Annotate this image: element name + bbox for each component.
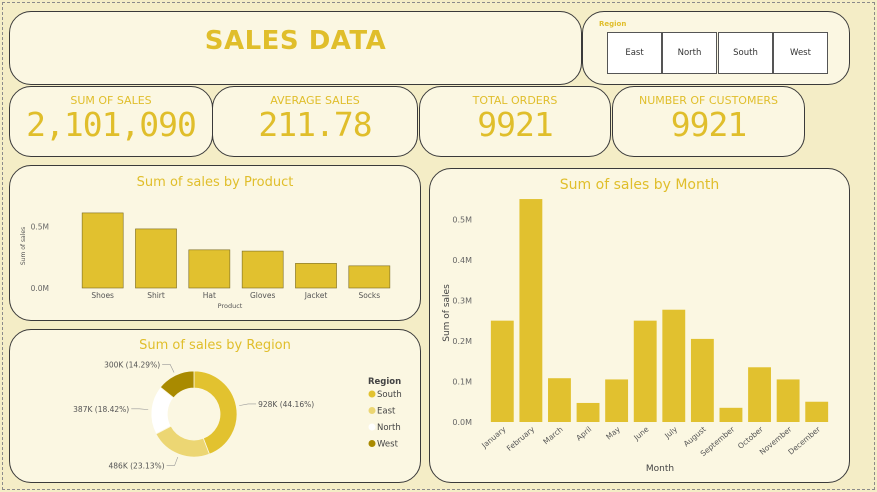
y-tick-label: 0.1M xyxy=(452,377,472,386)
x-tick-label: Gloves xyxy=(250,291,276,300)
bar xyxy=(548,378,571,422)
bar xyxy=(576,402,600,422)
x-tick-label: July xyxy=(662,424,679,441)
donut-slice xyxy=(193,370,238,455)
legend-marker xyxy=(368,440,376,447)
legend-title: Region xyxy=(368,377,401,387)
kpi-label: AVERAGE SALES xyxy=(270,94,360,107)
kpi-value: 211.78 xyxy=(258,105,372,144)
month-chart-card: Sum of sales by Month 0.0M 0.1M 0.2M 0.3M 0.… xyxy=(429,168,850,483)
kpi-label: TOTAL ORDERS xyxy=(472,94,558,107)
kpi-card-sum-of-sales: SUM OF SALES 2,101,090 xyxy=(9,86,213,157)
slicer-option-west[interactable]: West xyxy=(773,32,828,74)
leader-line xyxy=(239,403,257,406)
slicer-option-south[interactable]: South xyxy=(718,32,773,74)
leader-line xyxy=(166,456,179,466)
x-tick-label: March xyxy=(541,424,564,446)
y-tick-label: 0.5M xyxy=(31,222,49,231)
y-tick-label: 0.5M xyxy=(452,215,472,224)
x-tick-label: April xyxy=(574,425,593,443)
legend-entry: North xyxy=(377,423,401,433)
legend-entry: South xyxy=(377,390,402,400)
bar xyxy=(748,367,771,422)
bar xyxy=(490,320,514,422)
x-tick-label: June xyxy=(631,424,650,442)
page-title: SALES DATA xyxy=(204,26,387,56)
region-chart-card: Sum of sales by Region 928K (44.16%) 486K… xyxy=(9,329,421,483)
x-axis-label: Product xyxy=(218,302,243,310)
donut-slice xyxy=(159,370,195,399)
bar xyxy=(690,338,714,422)
x-tick-label: December xyxy=(786,424,822,456)
leader-line xyxy=(162,364,175,373)
bar xyxy=(135,228,177,289)
bar xyxy=(295,263,337,289)
product-chart-card: Sum of sales by Product 0.0M 0.5M Shoes Shi… xyxy=(9,165,421,321)
x-tick-label: Hat xyxy=(203,291,216,300)
data-label: 300K (14.29%) xyxy=(104,360,160,369)
kpi-card-average-sales: AVERAGE SALES 211.78 xyxy=(212,86,418,157)
legend-entry: East xyxy=(377,407,396,417)
slicer-option-east[interactable]: East xyxy=(607,32,662,74)
kpi-value: 9921 xyxy=(670,105,747,144)
bar xyxy=(719,407,743,422)
legend-marker xyxy=(368,423,376,431)
bar xyxy=(662,309,686,422)
chart-title: Sum of sales by Month xyxy=(559,177,720,193)
kpi-label: SUM OF SALES xyxy=(70,94,152,107)
y-tick-label: 0.3M xyxy=(452,296,472,305)
x-tick-label: May xyxy=(604,424,622,441)
bar xyxy=(605,379,629,422)
x-tick-label: Jacket xyxy=(304,291,328,300)
donut-slice xyxy=(155,425,210,458)
product-bar-chart: 0.0M 0.5M Shoes Shirt Hat Gloves Jacket Socks Pr… xyxy=(20,212,391,310)
legend-marker xyxy=(368,407,376,414)
x-tick-label: Shoes xyxy=(91,291,114,300)
data-label: 486K (23.13%) xyxy=(109,461,165,470)
x-tick-label: Shirt xyxy=(147,291,165,300)
kpi-value: 2,101,090 xyxy=(26,105,197,144)
slicer-option-north[interactable]: North xyxy=(662,32,717,74)
title-card: SALES DATA xyxy=(9,11,582,85)
x-tick-label: August xyxy=(682,425,708,449)
x-axis-label: Month xyxy=(646,464,674,474)
y-tick-label: 0.2M xyxy=(452,337,472,346)
legend-marker xyxy=(368,390,376,398)
bar xyxy=(188,249,231,289)
slicer-label: Region xyxy=(599,20,627,28)
bar xyxy=(776,379,800,422)
chart-title: Sum of sales by Region xyxy=(139,338,291,353)
bar xyxy=(805,401,829,422)
y-axis-label: Sum of sales xyxy=(442,284,452,342)
x-tick-label: January xyxy=(479,424,508,450)
kpi-card-number-of-customers: NUMBER OF CUSTOMERS 9921 xyxy=(612,86,805,157)
legend-entry: West xyxy=(377,440,399,450)
x-tick-label: Socks xyxy=(358,291,380,300)
data-label: 387K (18.42%) xyxy=(73,405,129,414)
bar xyxy=(241,250,284,289)
y-tick-label: 0.0M xyxy=(452,418,472,427)
bar xyxy=(633,320,657,422)
data-label: 928K (44.16%) xyxy=(258,400,314,409)
region-slicer: Region East North South West xyxy=(582,11,850,85)
bar xyxy=(81,212,124,289)
kpi-label: NUMBER OF CUSTOMERS xyxy=(638,94,779,107)
bar xyxy=(348,265,391,289)
x-tick-label: February xyxy=(505,424,537,453)
leader-line xyxy=(131,408,149,410)
bar xyxy=(519,199,543,422)
chart-title: Sum of sales by Product xyxy=(136,175,294,190)
region-donut-chart: 928K (44.16%) 486K (23.13%) 387K (18.42%) 3… xyxy=(73,360,402,470)
y-tick-label: 0.0M xyxy=(31,284,49,293)
y-axis-label: Sum of sales xyxy=(20,227,27,265)
y-tick-label: 0.4M xyxy=(452,256,472,265)
kpi-card-total-orders: TOTAL ORDERS 9921 xyxy=(419,86,611,157)
kpi-value: 9921 xyxy=(477,105,553,144)
